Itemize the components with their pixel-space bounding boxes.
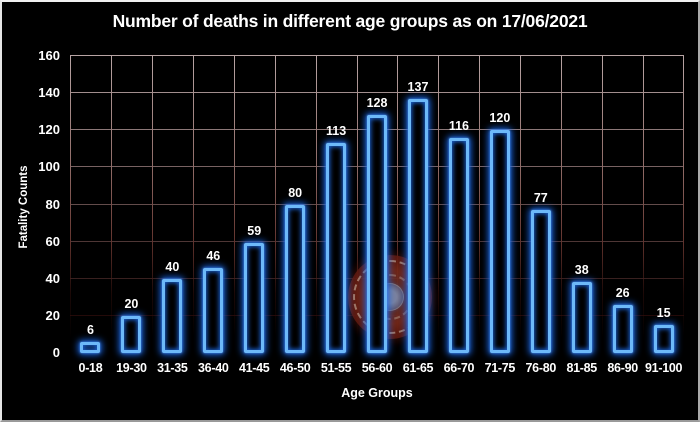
y-axis-ticks: 0 20 40 60 80 100 120 140 160 [2, 48, 60, 360]
x-tick-46-50: 46-50 [279, 361, 311, 375]
y-tick-140: 140 [38, 85, 60, 101]
bar-value-label-36-40: 46 [206, 248, 221, 263]
x-tick-86-90: 86-90 [607, 361, 638, 375]
y-tick-60: 60 [45, 233, 60, 249]
y-tick-100: 100 [38, 159, 60, 175]
plot-area: 6 20 40 46 59 80 113 128 137 116 120 77 38 26 15 [70, 55, 684, 353]
bar-slot-51-55: 113 [316, 56, 357, 353]
bar-0-18 [80, 341, 101, 353]
y-tick-120: 120 [38, 122, 60, 138]
gridline-h-140 [70, 92, 684, 94]
gridline-v-11 [520, 56, 522, 353]
bar-66-70 [448, 137, 469, 353]
gridline-v-3 [192, 56, 194, 353]
bar-value-label-46-50: 80 [288, 185, 303, 200]
bar-value-label-86-90: 26 [615, 285, 630, 300]
bar-46-50 [285, 204, 306, 353]
bar-value-label-66-70: 116 [448, 118, 469, 133]
bar-slot-66-70: 116 [438, 56, 479, 353]
bar-slot-76-80: 77 [520, 56, 561, 353]
chart-title: Number of deaths in different age groups… [112, 11, 588, 31]
gridline-v-14 [643, 56, 645, 353]
y-tick-160: 160 [38, 48, 60, 63]
bar-value-label-91-100: 15 [656, 306, 671, 321]
gridline-v-6 [315, 56, 317, 353]
bar-value-label-81-85: 38 [574, 263, 589, 278]
gridline-v-0 [70, 56, 71, 353]
gridline-v-1 [110, 56, 112, 353]
x-tick-61-65: 61-65 [402, 361, 434, 375]
x-tick-51-55: 51-55 [320, 361, 352, 375]
x-tick-41-45: 41-45 [238, 361, 270, 375]
x-tick-81-85: 81-85 [566, 361, 597, 375]
bar-value-label-31-35: 40 [165, 259, 180, 274]
x-tick-66-70: 66-70 [443, 361, 475, 375]
y-tick-80: 80 [45, 196, 60, 212]
x-tick-36-40: 36-40 [198, 361, 229, 375]
bar-slot-91-100: 15 [643, 56, 684, 353]
gridline-v-10 [479, 56, 481, 353]
bar-value-label-41-45: 59 [247, 224, 262, 239]
y-tick-20: 20 [45, 307, 60, 323]
bar-slot-36-40: 46 [193, 56, 234, 353]
bar-value-label-61-65: 137 [407, 79, 429, 94]
x-tick-0-18: 0-18 [78, 361, 103, 375]
y-tick-40: 40 [45, 270, 60, 286]
bar-slot-41-45: 59 [234, 56, 275, 353]
bar-value-label-56-60: 128 [366, 96, 388, 111]
gridline-v-15 [683, 56, 684, 353]
x-tick-76-80: 76-80 [525, 361, 557, 375]
bar-71-75 [489, 130, 510, 353]
gridline-v-9 [438, 56, 440, 353]
x-tick-71-75: 71-75 [484, 361, 516, 375]
gridline-v-8 [397, 56, 399, 353]
bar-36-40 [203, 267, 224, 353]
bar-56-60 [367, 115, 388, 353]
bars: 6 20 40 46 59 80 113 128 137 116 120 77 38 26 15 [70, 56, 684, 353]
bar-value-label-0-18: 6 [86, 322, 94, 337]
x-tick-91-100: 91-100 [645, 361, 683, 375]
bar-31-35 [162, 278, 183, 353]
x-tick-19-30: 19-30 [116, 361, 147, 375]
bar-61-65 [407, 98, 428, 353]
bar-value-label-76-80: 77 [533, 191, 548, 206]
x-axis-ticks: 0-18 19-30 31-35 36-40 41-45 46-50 51-55 56-60 6… [70, 361, 684, 375]
gridline-v-4 [233, 56, 235, 353]
x-axis-title: Age Groups [341, 386, 413, 400]
bar-81-85 [571, 282, 592, 353]
gridline-v-7 [356, 56, 358, 353]
bar-51-55 [326, 143, 347, 353]
bar-value-label-71-75: 120 [489, 111, 511, 126]
gridline-v-13 [602, 56, 604, 353]
gridline-v-12 [561, 56, 563, 353]
x-tick-56-60: 56-60 [361, 361, 393, 375]
bar-41-45 [244, 243, 265, 353]
bar-slot-46-50: 80 [275, 56, 316, 353]
gridline-h-160 [70, 55, 684, 56]
bar-slot-56-60: 128 [357, 56, 398, 353]
gridline-v-5 [274, 56, 276, 353]
y-tick-0: 0 [52, 345, 60, 360]
bar-slot-61-65: 137 [398, 56, 439, 353]
bar-slot-19-30: 20 [111, 56, 152, 353]
bar-76-80 [530, 210, 551, 353]
bar-slot-71-75: 120 [479, 56, 520, 353]
bar-slot-86-90: 26 [602, 56, 643, 353]
gridline-v-2 [151, 56, 153, 353]
bar-slot-0-18: 6 [70, 56, 111, 353]
x-tick-31-35: 31-35 [157, 361, 188, 375]
bar-86-90 [612, 304, 633, 353]
bar-91-100 [653, 325, 674, 353]
bar-value-label-51-55: 113 [326, 124, 347, 139]
bar-value-label-19-30: 20 [124, 296, 139, 311]
bar-slot-31-35: 40 [152, 56, 193, 353]
bar-19-30 [121, 315, 142, 353]
bar-slot-81-85: 38 [561, 56, 602, 353]
